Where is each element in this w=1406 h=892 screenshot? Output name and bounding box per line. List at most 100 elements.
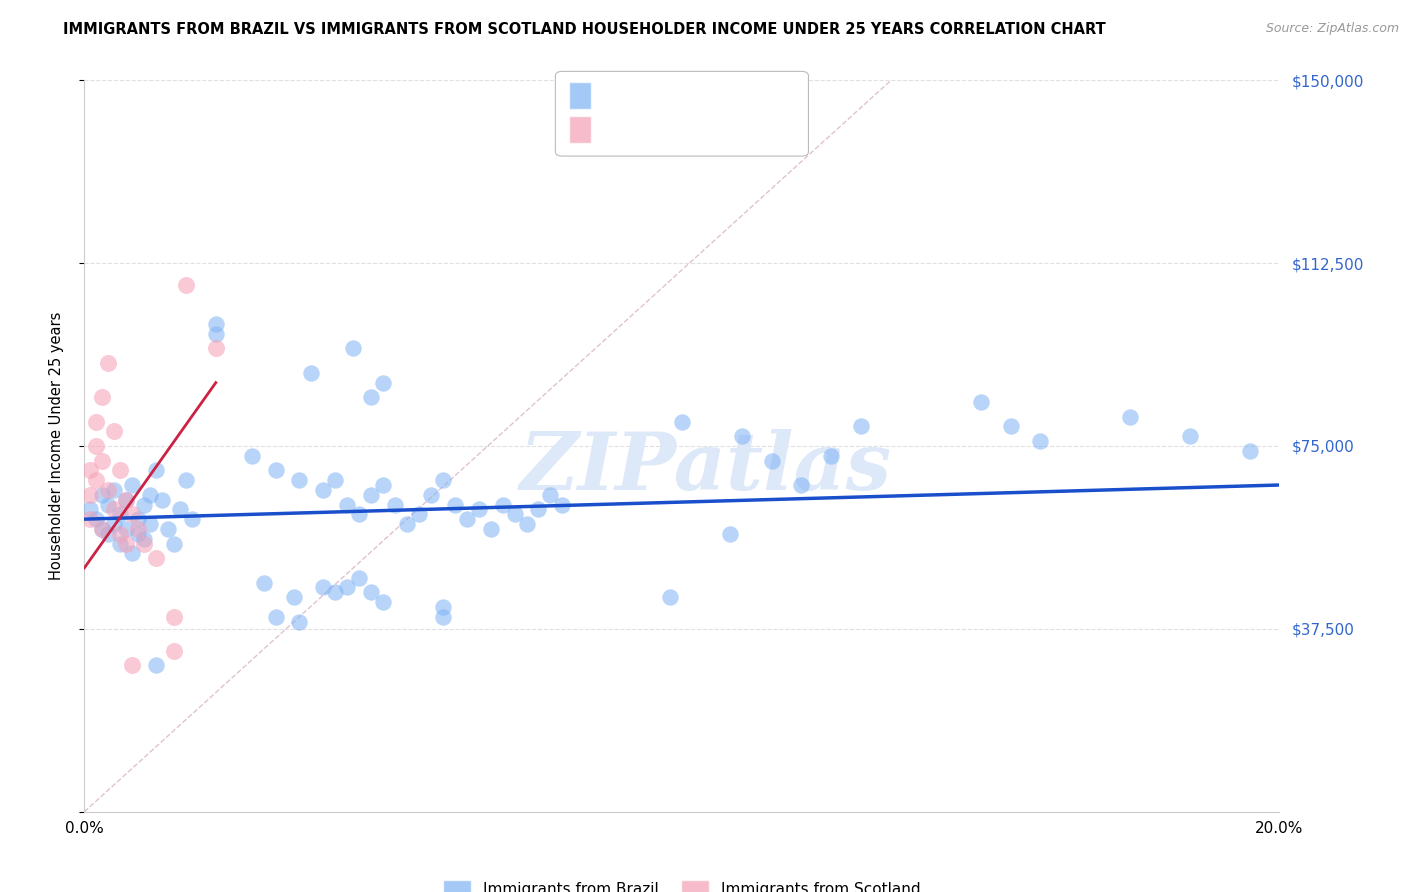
Point: [527, 502, 550, 516]
Point: [325, 473, 347, 487]
Text: IMMIGRANTS FROM BRAZIL VS IMMIGRANTS FROM SCOTLAND HOUSEHOLDER INCOME UNDER 25 Y: IMMIGRANTS FROM BRAZIL VS IMMIGRANTS FRO…: [63, 22, 1107, 37]
Point: [169, 502, 191, 516]
Point: [86, 512, 108, 526]
Point: [115, 492, 138, 507]
Point: [492, 498, 515, 512]
Point: [301, 366, 323, 380]
Point: [1239, 443, 1261, 458]
Point: [121, 508, 143, 522]
Point: [91, 390, 114, 404]
Point: [127, 512, 149, 526]
Point: [408, 508, 430, 522]
Point: [174, 278, 197, 293]
Point: [312, 483, 335, 497]
Point: [145, 658, 167, 673]
Point: [115, 536, 138, 550]
Point: [205, 326, 228, 341]
Point: [360, 488, 382, 502]
Point: [91, 453, 114, 467]
Point: [264, 609, 287, 624]
Point: [1000, 419, 1022, 434]
Point: [373, 478, 395, 492]
Text: N = 24: N = 24: [714, 122, 765, 136]
Point: [349, 571, 371, 585]
Text: R = 0.095: R = 0.095: [595, 88, 668, 103]
Point: [373, 376, 395, 390]
Point: [761, 453, 783, 467]
Point: [97, 483, 120, 497]
Point: [432, 609, 454, 624]
Point: [396, 516, 419, 531]
Point: [150, 492, 173, 507]
Point: [139, 488, 162, 502]
Point: [384, 498, 406, 512]
Point: [132, 532, 156, 546]
Point: [91, 522, 114, 536]
Point: [110, 536, 132, 550]
Point: [163, 536, 186, 550]
Point: [86, 415, 108, 429]
Point: [145, 463, 167, 477]
Point: [540, 488, 562, 502]
Point: [312, 581, 335, 595]
Point: [86, 473, 108, 487]
Point: [91, 522, 114, 536]
Point: [820, 449, 842, 463]
Point: [97, 526, 120, 541]
Point: [139, 516, 162, 531]
Point: [468, 502, 491, 516]
Point: [103, 483, 125, 497]
Point: [103, 502, 125, 516]
Point: [132, 498, 156, 512]
Point: [1029, 434, 1052, 449]
Point: [240, 449, 263, 463]
Text: N = 78: N = 78: [714, 88, 765, 103]
Point: [127, 526, 149, 541]
Point: [103, 425, 125, 439]
Point: [97, 356, 120, 370]
Point: [79, 512, 101, 526]
Point: [1119, 409, 1142, 424]
Point: [479, 522, 502, 536]
Point: [325, 585, 347, 599]
Point: [551, 498, 574, 512]
Point: [336, 581, 359, 595]
Text: R = 0.492: R = 0.492: [595, 122, 668, 136]
Point: [79, 502, 101, 516]
Point: [360, 390, 382, 404]
Point: [432, 473, 454, 487]
Point: [79, 488, 101, 502]
Point: [163, 644, 186, 658]
Point: [420, 488, 443, 502]
Point: [264, 463, 287, 477]
Point: [103, 516, 125, 531]
Text: ZIPatlas: ZIPatlas: [520, 429, 891, 507]
Point: [288, 473, 311, 487]
Point: [283, 590, 305, 604]
Point: [163, 609, 186, 624]
Point: [121, 478, 143, 492]
Point: [731, 429, 754, 443]
Point: [503, 508, 526, 522]
Point: [360, 585, 382, 599]
Point: [145, 551, 167, 566]
Legend: Immigrants from Brazil, Immigrants from Scotland: Immigrants from Brazil, Immigrants from …: [437, 874, 927, 892]
Point: [970, 395, 993, 409]
Point: [342, 342, 364, 356]
Point: [86, 439, 108, 453]
Point: [157, 522, 180, 536]
Text: Source: ZipAtlas.com: Source: ZipAtlas.com: [1265, 22, 1399, 36]
Point: [174, 473, 197, 487]
Point: [121, 658, 143, 673]
Point: [110, 463, 132, 477]
Point: [115, 492, 138, 507]
Point: [91, 488, 114, 502]
Point: [1178, 429, 1201, 443]
Point: [718, 526, 741, 541]
Point: [115, 522, 138, 536]
Point: [121, 546, 143, 560]
Point: [181, 512, 204, 526]
Point: [253, 575, 276, 590]
Point: [288, 615, 311, 629]
Y-axis label: Householder Income Under 25 years: Householder Income Under 25 years: [49, 312, 63, 580]
